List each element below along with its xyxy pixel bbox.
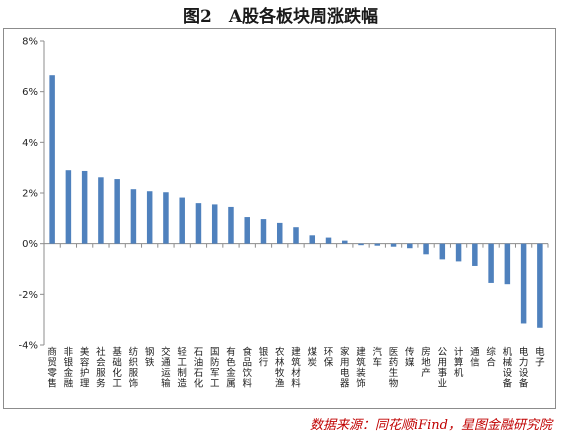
category-label: 钢铁: [145, 346, 155, 369]
category-label: 通信: [470, 347, 480, 369]
category-label: 国防军工: [210, 347, 220, 390]
category-label: 综合: [486, 346, 496, 369]
category-label: 医药生物: [389, 347, 399, 390]
category-label: 石油石化: [194, 347, 204, 390]
category-label: 银行: [259, 346, 269, 369]
bar: [293, 227, 299, 244]
y-tick-label: 6%: [22, 87, 38, 98]
bar: [146, 191, 153, 244]
category-label: 煤炭: [308, 346, 318, 369]
bar: [114, 179, 120, 244]
bar: [504, 243, 511, 285]
bar: [488, 243, 494, 283]
bar: [342, 240, 348, 244]
category-label: 电力设备: [519, 346, 529, 390]
y-tick-label: 4%: [22, 138, 38, 149]
bar: [358, 243, 364, 246]
bar: [439, 243, 446, 260]
category-label: 交通运输: [161, 346, 171, 390]
bar: [390, 243, 397, 247]
category-label: 电子: [535, 346, 545, 369]
bar: [130, 189, 137, 244]
category-label: 建筑材料: [291, 346, 301, 390]
bar: [472, 243, 478, 266]
bar: [211, 204, 218, 244]
bar: [244, 217, 250, 244]
category-label: 基础化工: [112, 346, 122, 390]
bar: [65, 170, 72, 244]
category-label: 纺织服饰: [129, 346, 139, 390]
category-label: 非银金融: [64, 346, 74, 390]
bar: [49, 75, 55, 244]
data-source-note: 数据来源：同花顺iFind，星图金融研究院: [309, 418, 552, 433]
category-label: 公用事业: [438, 347, 448, 390]
category-label: 轻工制造: [177, 346, 187, 390]
bar: [309, 235, 316, 244]
y-tick-label: 0%: [22, 239, 38, 250]
category-label: 传媒: [405, 346, 415, 369]
bar: [195, 203, 202, 244]
bar: [228, 206, 234, 244]
category-label: 汽车: [373, 346, 383, 369]
bar: [98, 177, 104, 244]
category-label: 农林牧渔: [275, 346, 285, 390]
bar: [520, 243, 527, 324]
category-label: 环保: [324, 347, 334, 369]
bar: [163, 192, 169, 244]
category-label: 商贸零售: [47, 346, 57, 390]
bar: [423, 243, 429, 255]
category-label: 美容护理: [80, 346, 90, 390]
chart-title: 图2 A股各板块周涨跌幅: [182, 7, 379, 27]
chart-frame: [3, 28, 556, 409]
bar: [276, 222, 283, 244]
category-label: 计算机: [454, 346, 464, 379]
bar: [374, 243, 381, 246]
bar: [455, 243, 462, 262]
bar: [260, 219, 267, 244]
bar: [407, 243, 413, 249]
y-tick-label: 2%: [22, 189, 38, 200]
bar: [179, 197, 185, 244]
category-label: 建筑装饰: [356, 346, 366, 390]
y-tick-label: -2%: [19, 290, 38, 301]
y-tick-label: -4%: [19, 341, 38, 352]
category-label: 房地产: [421, 346, 431, 379]
category-label: 有色金属: [226, 346, 236, 390]
y-tick-label: 8%: [22, 37, 38, 48]
bar: [81, 170, 88, 244]
bar: [325, 237, 332, 244]
bar: [537, 243, 543, 328]
category-label: 机械设备: [503, 346, 513, 390]
category-label: 家用电器: [340, 346, 350, 390]
category-label: 食品饮料: [242, 346, 252, 390]
category-label: 社会服务: [96, 346, 106, 390]
